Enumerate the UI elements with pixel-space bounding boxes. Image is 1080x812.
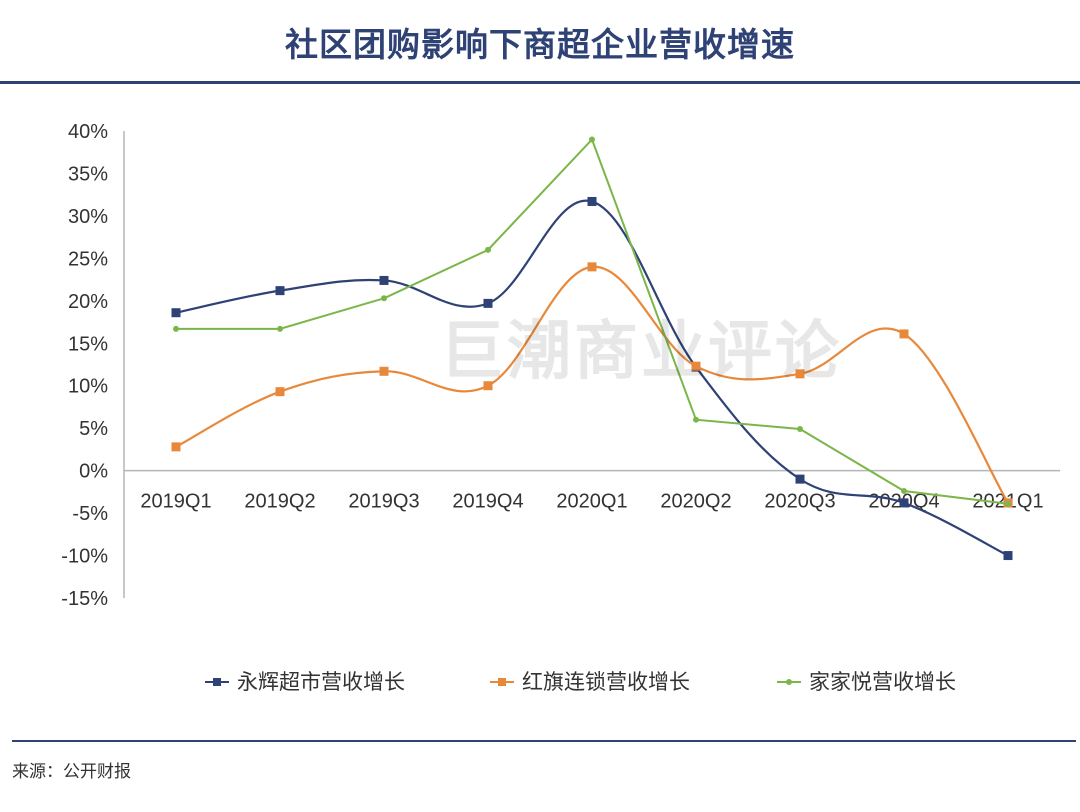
legend-item: 红旗连锁营收增长	[490, 670, 690, 694]
chart-title: 社区团购影响下商超企业营收增速	[285, 25, 795, 64]
y-tick-label: 0%	[79, 461, 108, 483]
data-point	[1003, 551, 1013, 561]
legend: 永辉超市营收增长 红旗连锁营收增长 家家悦营收增长	[205, 670, 956, 694]
series-line	[175, 265, 1009, 504]
data-point	[483, 381, 493, 391]
data-point	[795, 474, 805, 484]
legend-item: 永辉超市营收增长	[205, 670, 405, 694]
data-point	[1005, 500, 1011, 507]
axes: 40% 35% 30% 25% 20% 15% 10% 5% 0% -5% -10% -15% 2019…	[61, 121, 1060, 610]
data-point	[379, 275, 389, 285]
legend-item: 家家悦营收增长	[777, 670, 956, 694]
series-1	[171, 196, 1013, 561]
series-layer	[171, 136, 1013, 561]
x-tick-label: 2020Q1	[556, 491, 627, 513]
data-point	[171, 442, 181, 452]
data-point	[587, 262, 597, 272]
y-tick-label: 40%	[68, 121, 108, 143]
data-point	[275, 286, 285, 296]
data-point	[381, 295, 387, 302]
series-line	[176, 137, 1009, 505]
data-point	[795, 369, 805, 379]
x-tick-label: 2019Q2	[244, 491, 315, 513]
y-tick-label: 20%	[68, 291, 108, 313]
data-point	[693, 416, 699, 423]
data-point	[797, 426, 803, 433]
x-tick-label: 2019Q3	[348, 491, 419, 513]
legend-label: 永辉超市营收增长	[237, 670, 405, 694]
title-divider	[0, 81, 1080, 84]
x-tick-label: 2020Q2	[660, 491, 731, 513]
data-point	[171, 308, 181, 318]
data-point	[379, 366, 389, 376]
y-tick-label: -5%	[72, 503, 108, 525]
y-tick-label: 35%	[68, 163, 108, 185]
x-tick-label: 2019Q4	[452, 491, 523, 513]
legend-swatch-marker	[786, 679, 792, 685]
legend-swatch-marker	[213, 678, 221, 686]
y-tick-label: 25%	[68, 248, 108, 270]
source-note: 来源：公开财报	[12, 762, 131, 782]
y-tick-label: -10%	[61, 546, 108, 568]
data-point	[587, 196, 597, 206]
series-3	[173, 136, 1011, 507]
y-tick-label: 15%	[68, 333, 108, 355]
y-tick-label: 5%	[79, 418, 108, 440]
data-point	[691, 361, 701, 371]
data-point	[483, 298, 493, 308]
data-point	[275, 387, 285, 397]
legend-swatch-marker	[498, 678, 506, 686]
data-point	[485, 246, 491, 253]
footer-divider	[12, 740, 1076, 742]
data-point	[899, 329, 909, 339]
data-point	[899, 498, 909, 508]
y-tick-label: 30%	[68, 206, 108, 228]
data-point	[901, 488, 907, 495]
legend-label: 红旗连锁营收增长	[522, 670, 690, 694]
x-tick-label: 2020Q3	[764, 491, 835, 513]
data-point	[589, 136, 595, 143]
legend-label: 家家悦营收增长	[809, 670, 956, 694]
y-tick-label: -15%	[61, 588, 108, 610]
data-point	[173, 325, 179, 332]
x-tick-label: 2019Q1	[140, 491, 211, 513]
y-tick-label: 10%	[68, 376, 108, 398]
data-point	[277, 325, 283, 332]
line-chart: 40% 35% 30% 25% 20% 15% 10% 5% 0% -5% -10% -15% 2019…	[61, 121, 1060, 694]
